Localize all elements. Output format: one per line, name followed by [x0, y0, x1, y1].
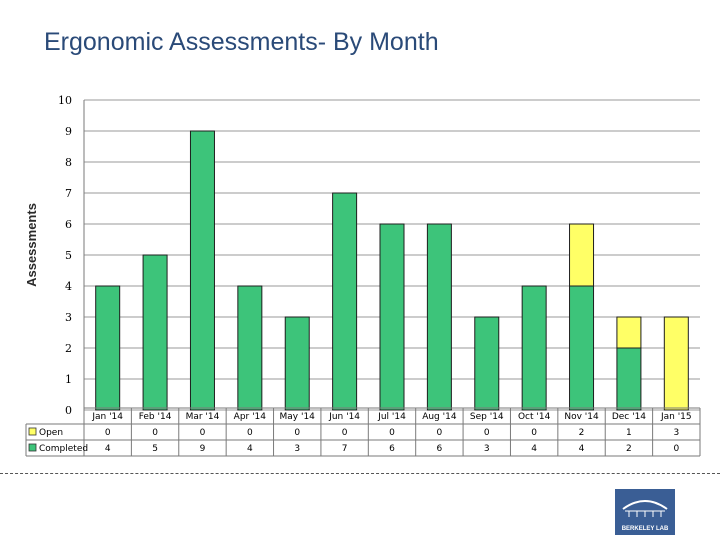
building-icon — [622, 500, 668, 517]
bar-open — [663, 316, 689, 411]
x-tick-label: Mar '14 — [186, 412, 220, 422]
berkeley-lab-logo: BERKELEY LAB — [615, 489, 675, 535]
bar-open — [569, 223, 595, 287]
table-cell: 0 — [294, 428, 300, 438]
bar-completed — [616, 347, 642, 411]
y-tick-label: 10 — [58, 94, 72, 107]
bar-completed — [332, 192, 358, 411]
legend-label: Completed — [39, 444, 88, 454]
bar-completed — [142, 254, 168, 411]
divider-line — [0, 473, 720, 474]
x-tick-label: Jan '15 — [660, 412, 692, 422]
table-cell: 3 — [294, 444, 300, 454]
legend-label: Open — [39, 428, 63, 438]
y-tick-label: 0 — [65, 404, 72, 417]
y-tick-label: 8 — [65, 156, 72, 169]
x-tick-label: Jul '14 — [377, 412, 406, 422]
y-tick-label: 1 — [65, 373, 72, 386]
table-cell: 0 — [484, 428, 490, 438]
bar-completed — [521, 285, 547, 411]
x-tick-label: Apr '14 — [234, 412, 267, 422]
x-tick-label: Oct '14 — [518, 412, 551, 422]
table-cell: 0 — [152, 428, 158, 438]
y-axis-title: Assessments — [24, 203, 39, 287]
y-tick-label: 4 — [65, 280, 72, 293]
x-tick-label: Jan '14 — [91, 412, 123, 422]
table-cell: 3 — [673, 428, 679, 438]
chart-title: Ergonomic Assessments- By Month — [44, 28, 439, 56]
table-cell: 6 — [389, 444, 395, 454]
y-tick-label: 3 — [65, 311, 72, 324]
x-tick-label: Dec '14 — [612, 412, 646, 422]
table-cell: 4 — [579, 444, 585, 454]
table-cell: 6 — [437, 444, 443, 454]
table-cell: 0 — [342, 428, 348, 438]
y-tick-label: 9 — [65, 125, 72, 138]
logo-label: BERKELEY LAB — [621, 526, 669, 532]
bar-completed — [95, 285, 121, 411]
table-cell: 0 — [531, 428, 537, 438]
table-cell: 1 — [626, 428, 632, 438]
bar-completed — [426, 223, 452, 411]
bar-completed — [284, 316, 310, 411]
table-cell: 0 — [247, 428, 253, 438]
bar-completed — [379, 223, 405, 411]
table-cell: 4 — [531, 444, 537, 454]
x-tick-label: Sep '14 — [470, 412, 504, 422]
table-cell: 0 — [389, 428, 395, 438]
bar-completed — [237, 285, 263, 411]
table-cell: 0 — [105, 428, 111, 438]
table-cell: 9 — [200, 444, 206, 454]
legend-key-completed — [28, 443, 37, 452]
table-cell: 0 — [437, 428, 443, 438]
y-tick-label: 6 — [65, 218, 72, 231]
bar-completed — [189, 130, 215, 411]
x-tick-label: May '14 — [280, 412, 316, 422]
x-tick-label: Jun '14 — [328, 412, 360, 422]
y-tick-label: 7 — [65, 187, 72, 200]
x-tick-label: Nov '14 — [564, 412, 599, 422]
bar-completed — [569, 285, 595, 411]
y-tick-label: 2 — [65, 342, 72, 355]
table-cell: 2 — [626, 444, 632, 454]
y-tick-label: 5 — [65, 249, 72, 262]
table-cell: 2 — [579, 428, 585, 438]
table-cell: 5 — [152, 444, 158, 454]
table-cell: 3 — [484, 444, 490, 454]
bar-open — [616, 316, 642, 349]
bar-completed — [474, 316, 500, 411]
table-cell: 0 — [200, 428, 206, 438]
table-cell: 0 — [673, 444, 679, 454]
legend-key-open — [28, 427, 37, 436]
table-cell: 4 — [247, 444, 253, 454]
x-tick-label: Aug '14 — [422, 412, 457, 422]
x-tick-label: Feb '14 — [139, 412, 172, 422]
table-cell: 4 — [105, 444, 111, 454]
table-cell: 7 — [342, 444, 348, 454]
